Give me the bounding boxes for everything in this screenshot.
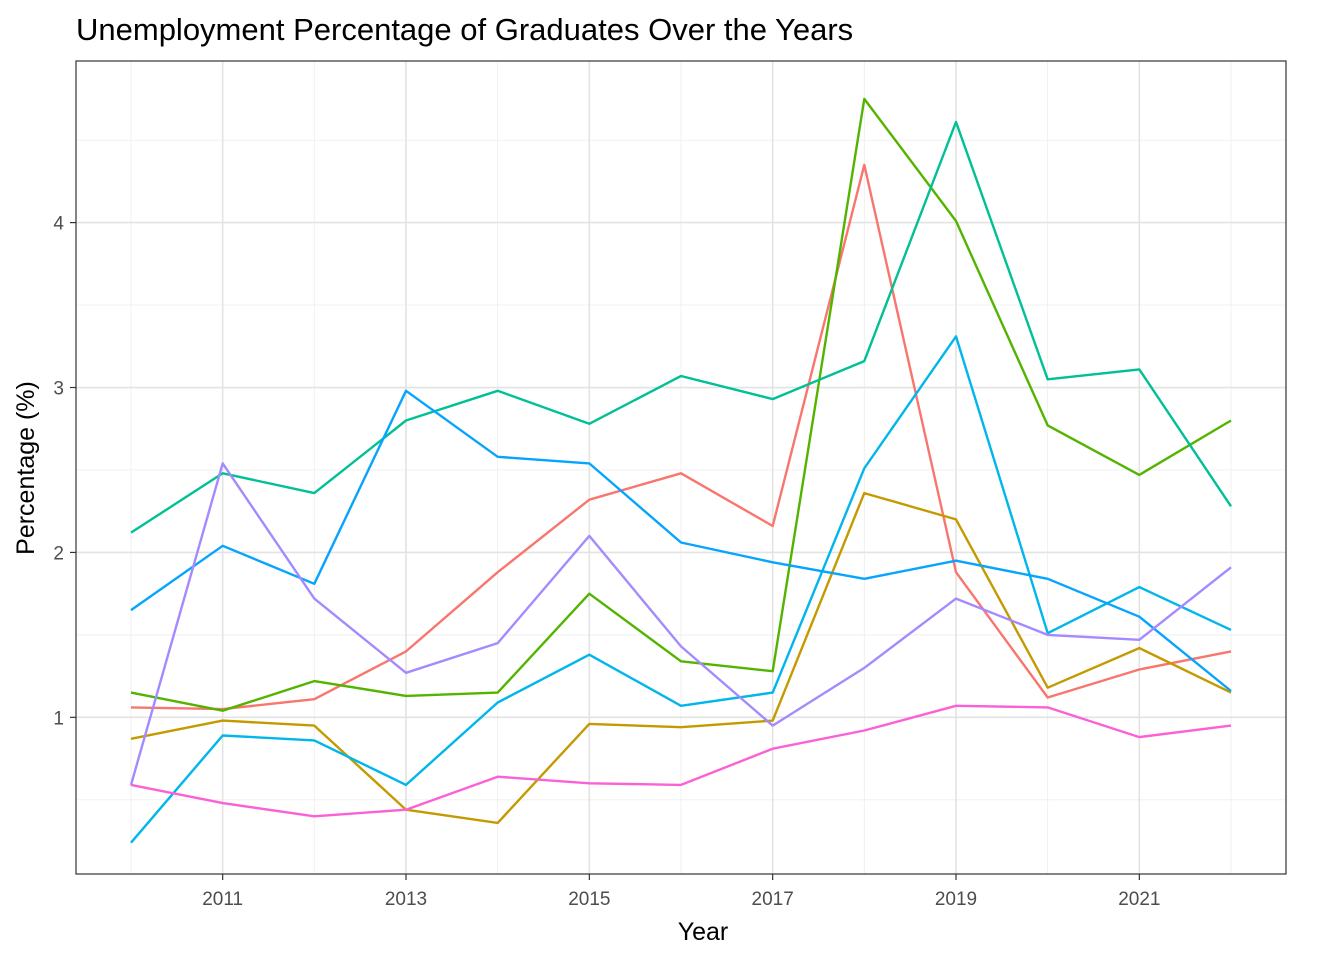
y-tick-label: 1 <box>53 708 64 729</box>
series-line-3 <box>130 97 1232 712</box>
x-tick-label: 2017 <box>752 889 794 910</box>
series-lines <box>129 97 1232 844</box>
y-axis: 1 2 3 4 <box>53 214 76 729</box>
series-line-4 <box>130 120 1232 534</box>
series-line-7 <box>129 462 1232 786</box>
x-tick-label: 2015 <box>568 889 610 910</box>
plot-panel-border <box>75 60 1287 875</box>
series-line-5 <box>130 335 1232 844</box>
chart-title: Unemployment Percentage of Graduates Ove… <box>76 12 853 47</box>
x-axis: 2011 2013 2015 2017 2019 2021 <box>202 874 1160 910</box>
series-line-8 <box>130 704 1232 818</box>
x-axis-title: Year <box>678 918 729 946</box>
y-tick-label: 4 <box>53 214 64 235</box>
x-tick-label: 2019 <box>935 889 977 910</box>
y-tick-label: 3 <box>53 379 64 400</box>
minor-gridlines <box>76 61 1286 874</box>
series-line-1 <box>130 163 1232 711</box>
y-tick-label: 2 <box>53 543 64 564</box>
x-tick-label: 2011 <box>202 889 243 910</box>
series-line-6 <box>130 389 1232 692</box>
y-axis-title: Percentage (%) <box>12 381 40 555</box>
x-tick-label: 2013 <box>385 889 427 910</box>
series-line-2 <box>130 491 1232 825</box>
x-tick-label: 2021 <box>1118 889 1160 910</box>
